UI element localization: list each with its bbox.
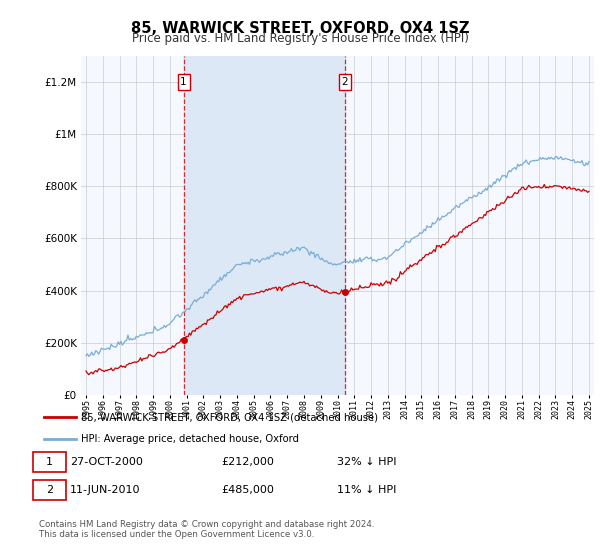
Text: 1: 1: [46, 458, 53, 468]
Text: 11% ↓ HPI: 11% ↓ HPI: [337, 484, 397, 494]
Text: 2: 2: [341, 77, 348, 87]
FancyBboxPatch shape: [34, 452, 66, 473]
Text: Price paid vs. HM Land Registry's House Price Index (HPI): Price paid vs. HM Land Registry's House …: [131, 32, 469, 45]
Text: £485,000: £485,000: [221, 484, 274, 494]
Text: 27-OCT-2000: 27-OCT-2000: [70, 458, 143, 468]
Text: HPI: Average price, detached house, Oxford: HPI: Average price, detached house, Oxfo…: [81, 435, 299, 444]
FancyBboxPatch shape: [34, 479, 66, 500]
Text: 85, WARWICK STREET, OXFORD, OX4 1SZ: 85, WARWICK STREET, OXFORD, OX4 1SZ: [131, 21, 469, 36]
Text: Contains HM Land Registry data © Crown copyright and database right 2024.
This d: Contains HM Land Registry data © Crown c…: [39, 520, 374, 539]
Text: 2: 2: [46, 484, 53, 494]
Text: 1: 1: [180, 77, 187, 87]
Point: [179, 335, 188, 344]
Text: £212,000: £212,000: [221, 458, 274, 468]
Text: 85, WARWICK STREET, OXFORD, OX4 1SZ (detached house): 85, WARWICK STREET, OXFORD, OX4 1SZ (det…: [81, 412, 378, 422]
Text: 11-JUN-2010: 11-JUN-2010: [70, 484, 141, 494]
Bar: [184, 56, 345, 395]
Text: 32% ↓ HPI: 32% ↓ HPI: [337, 458, 397, 468]
Point: [340, 287, 350, 296]
